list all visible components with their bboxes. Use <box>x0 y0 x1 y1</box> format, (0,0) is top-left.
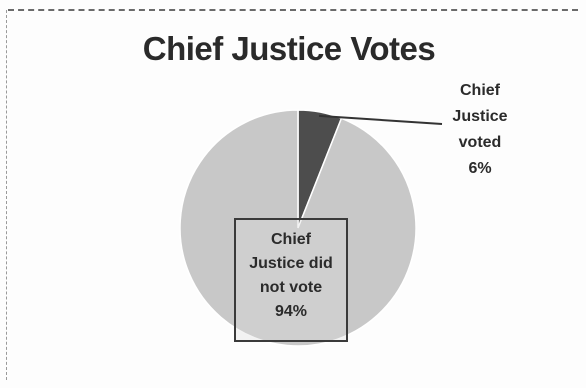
slice-label-not-voted-line-2: Justice did <box>249 255 333 272</box>
slice-label-voted-line-2: Justice <box>452 108 508 125</box>
slice-value-voted: 6% <box>468 160 492 177</box>
leader-line-voted <box>318 114 443 125</box>
slice-label-not-voted: Chief Justice did not vote 94% <box>234 218 348 342</box>
slice-label-not-voted-line-1: Chief <box>271 231 311 248</box>
slice-label-voted-line-1: Chief <box>460 82 500 99</box>
chart-title: Chief Justice Votes <box>142 30 436 67</box>
slice-value-not-voted: 94% <box>274 303 308 320</box>
frame-border-left <box>6 10 7 380</box>
frame-border-top <box>8 9 578 11</box>
pie-slice-not-voted <box>179 109 417 347</box>
slice-label-voted: Chief Justice voted 6% <box>430 78 530 182</box>
slice-label-not-voted-line-3: not vote <box>259 279 323 296</box>
slice-label-voted-line-3: voted <box>458 134 502 151</box>
